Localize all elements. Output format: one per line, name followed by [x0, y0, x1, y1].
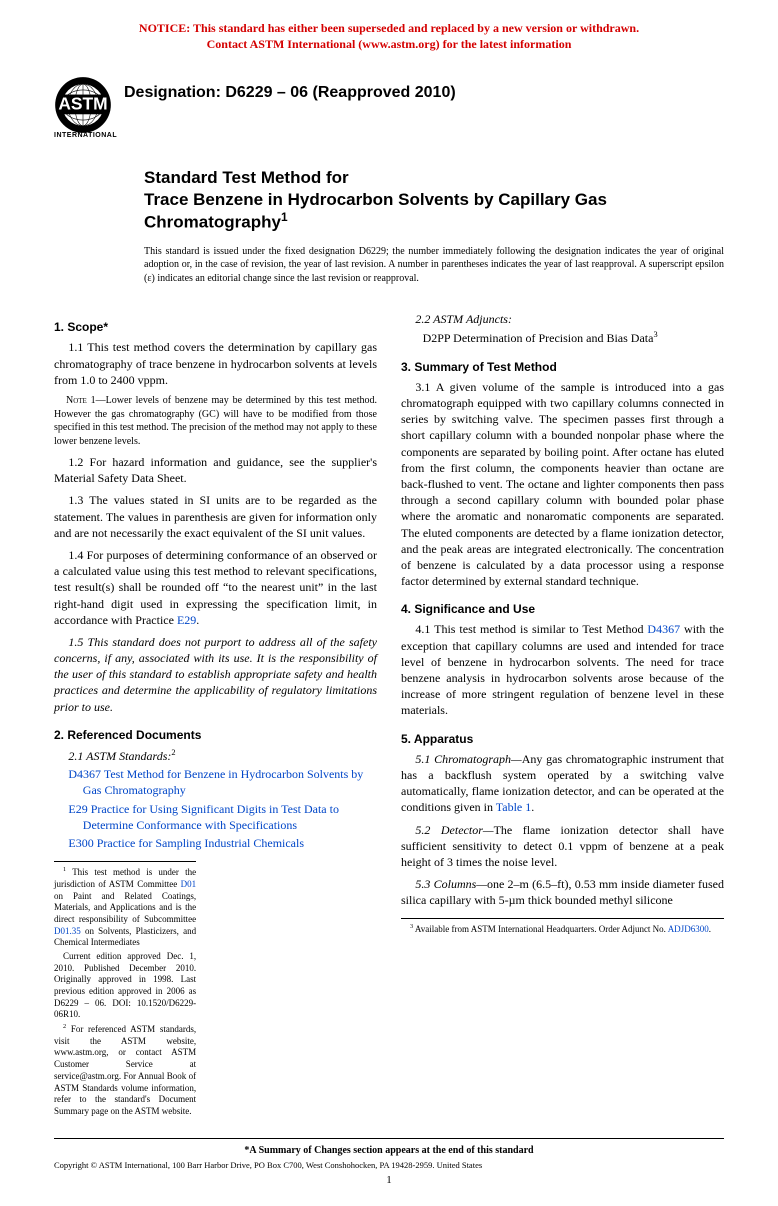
issue-note: This standard is issued under the fixed …	[144, 245, 724, 286]
title-block: Standard Test Method for Trace Benzene i…	[144, 167, 724, 232]
p5-1a: 5.1 Chromatograph—	[415, 752, 521, 766]
adjunct-sup: 3	[653, 330, 657, 339]
para-4-1b: with the exception that capillary column…	[401, 622, 724, 717]
page-number: 1	[54, 1174, 724, 1186]
notice-banner: NOTICE: This standard has either been su…	[54, 20, 724, 52]
header: ASTM INTERNATIONAL Designation: D6229 – …	[54, 76, 724, 139]
copyright: Copyright © ASTM International, 100 Barr…	[54, 1160, 724, 1170]
para-1-4b: .	[196, 613, 199, 627]
p5-2a: 5.2 Detector—	[415, 823, 493, 837]
ref-hdr-2-2: 2.2 ASTM Adjuncts:	[401, 311, 724, 327]
summary-changes-note: *A Summary of Changes section appears at…	[54, 1145, 724, 1156]
doc-title-text: Trace Benzene in Hydrocarbon Solvents by…	[144, 190, 607, 232]
doc-pretitle: Standard Test Method for	[144, 167, 724, 188]
logo-subtext: INTERNATIONAL	[54, 132, 112, 139]
para-1-3: 1.3 The values stated in SI units are to…	[54, 492, 377, 541]
footnote-1d: Current edition approved Dec. 1, 2010. P…	[54, 951, 196, 1021]
body-columns: 1. Scope* 1.1 This test method covers th…	[54, 307, 724, 1119]
link-d0135[interactable]: D01.35	[54, 926, 81, 936]
notice-line-2: Contact ASTM International (www.astm.org…	[207, 37, 572, 51]
note-1: Note 1—Lower levels of benzene may be de…	[54, 394, 377, 448]
ref-hdr-sup: 2	[171, 748, 175, 757]
ref-e300[interactable]: E300 Practice for Sampling Industrial Ch…	[68, 835, 377, 851]
link-e29[interactable]: E29	[177, 613, 196, 627]
link-adjd6300[interactable]: ADJD6300	[668, 924, 709, 934]
page: NOTICE: This standard has either been su…	[0, 0, 778, 1206]
section-4-head: 4. Significance and Use	[401, 601, 724, 617]
link-table1[interactable]: Table 1	[496, 800, 531, 814]
fn1a: This test method is under the jurisdicti…	[54, 867, 196, 889]
ref-e300-txt: Practice for Sampling Industrial Chemica…	[94, 836, 304, 850]
link-d01[interactable]: D01	[181, 879, 197, 889]
para-4-1: 4.1 This test method is similar to Test …	[401, 621, 724, 718]
para-5-1: 5.1 Chromatograph—Any gas chromatographi…	[401, 751, 724, 816]
ref-e29-txt: Practice for Using Significant Digits in…	[83, 802, 339, 832]
ref-hdr-2-1: 2.1 ASTM Standards:2	[54, 747, 377, 764]
note-1-lead: Note 1—	[66, 395, 106, 406]
footnotes-left: 1 This test method is under the jurisdic…	[54, 861, 196, 1117]
para-1-4: 1.4 For purposes of determining conforma…	[54, 547, 377, 628]
ref-d4367-code: D4367	[68, 767, 101, 781]
svg-text:ASTM: ASTM	[58, 94, 107, 114]
title-super: 1	[281, 210, 288, 224]
notice-line-1: NOTICE: This standard has either been su…	[139, 21, 639, 35]
astm-logo-icon: ASTM	[54, 76, 112, 134]
footnotes-right: 3 Available from ASTM International Head…	[401, 918, 724, 936]
footnote-2: 2 For referenced ASTM standards, visit t…	[54, 1023, 196, 1118]
fn2: For referenced ASTM standards, visit the…	[54, 1024, 196, 1116]
fn1b: on Paint and Related Coatings, Materials…	[54, 891, 196, 924]
designation: Designation: D6229 – 06 (Reapproved 2010…	[124, 76, 456, 102]
para-1-2: 1.2 For hazard information and guidance,…	[54, 454, 377, 486]
ref-d4367-txt: Test Method for Benzene in Hydrocarbon S…	[83, 767, 364, 797]
adjunct-txt: D2PP Determination of Precision and Bias…	[423, 331, 654, 345]
footnote-1: 1 This test method is under the jurisdic…	[54, 866, 196, 949]
link-d4367[interactable]: D4367	[647, 622, 680, 636]
para-1-1: 1.1 This test method covers the determin…	[54, 339, 377, 388]
logo-block: ASTM INTERNATIONAL	[54, 76, 112, 139]
ref-hdr-2-1-txt: 2.1 ASTM Standards:	[68, 749, 171, 763]
ref-e29-code: E29	[68, 802, 87, 816]
section-1-head: 1. Scope*	[54, 319, 377, 335]
section-3-head: 3. Summary of Test Method	[401, 359, 724, 375]
para-5-2: 5.2 Detector—The flame ionization detect…	[401, 822, 724, 871]
section-5-head: 5. Apparatus	[401, 731, 724, 747]
adjunct-d2pp: D2PP Determination of Precision and Bias…	[401, 329, 724, 346]
para-5-3: 5.3 Columns—one 2–m (6.5–ft), 0.53 mm in…	[401, 876, 724, 908]
p5-1c: .	[531, 800, 534, 814]
ref-e29[interactable]: E29 Practice for Using Significant Digit…	[68, 801, 377, 833]
p5-3a: 5.3 Columns—	[415, 877, 487, 891]
doc-title: Trace Benzene in Hydrocarbon Solvents by…	[144, 189, 724, 233]
fn3b: .	[709, 924, 711, 934]
bottom-rule	[54, 1138, 724, 1139]
para-1-5: 1.5 This standard does not purport to ad…	[54, 634, 377, 715]
para-1-4a: 1.4 For purposes of determining conforma…	[54, 548, 377, 627]
ref-e300-code: E300	[68, 836, 93, 850]
ref-d4367[interactable]: D4367 Test Method for Benzene in Hydroca…	[68, 766, 377, 798]
fn3a: Available from ASTM International Headqu…	[415, 924, 668, 934]
footnote-3: 3 Available from ASTM International Head…	[401, 923, 724, 936]
ref-hdr-2-2-txt: 2.2 ASTM Adjuncts:	[415, 312, 512, 326]
section-2-head: 2. Referenced Documents	[54, 727, 377, 743]
para-3-1: 3.1 A given volume of the sample is intr…	[401, 379, 724, 589]
para-4-1a: 4.1 This test method is similar to Test …	[415, 622, 647, 636]
